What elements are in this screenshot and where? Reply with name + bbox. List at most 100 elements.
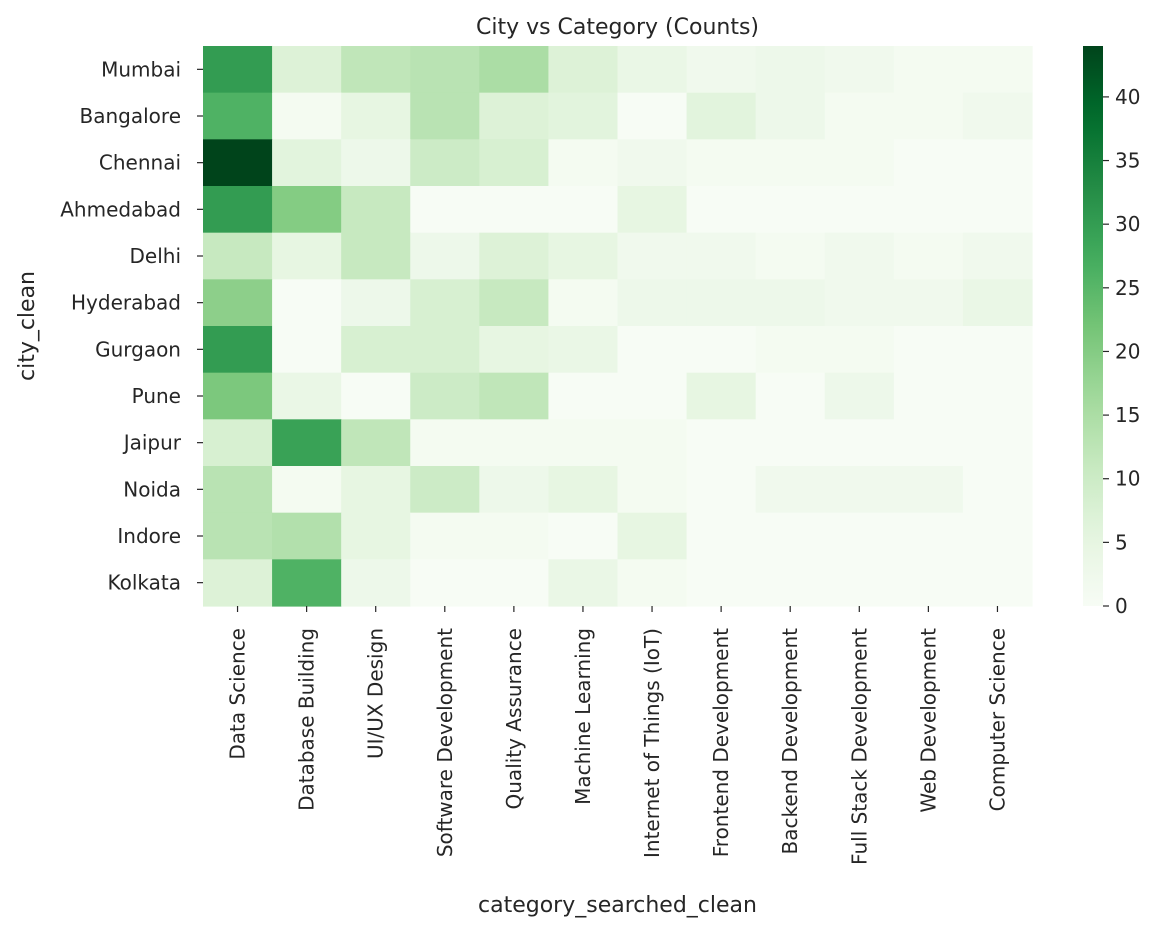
heatmap-cell <box>824 326 895 374</box>
heatmap-cell <box>755 139 826 187</box>
column-label: Quality Assurance <box>502 628 526 809</box>
heatmap-cell <box>548 139 619 187</box>
row-label: Noida <box>123 477 181 501</box>
heatmap-cell <box>203 139 273 187</box>
heatmap-cell <box>962 372 1033 420</box>
heatmap-cell <box>755 279 826 327</box>
heatmap-cell <box>410 232 480 280</box>
row-label: Indore <box>117 524 181 548</box>
heatmap-cell <box>893 466 964 514</box>
colorbar-tick-label: 30 <box>1115 212 1140 236</box>
heatmap-cell <box>548 326 619 374</box>
heatmap-cell <box>824 46 895 94</box>
column-label: Backend Development <box>778 628 802 855</box>
heatmap-cell <box>617 279 688 327</box>
colorbar-tick-label: 0 <box>1115 594 1128 618</box>
heatmap-cell <box>824 559 895 607</box>
heatmap-cell <box>962 512 1033 560</box>
heatmap-cell <box>617 92 688 140</box>
heatmap-cell <box>824 186 895 234</box>
heatmap-cell <box>686 232 757 280</box>
heatmap-cell <box>755 466 826 514</box>
heatmap-cell <box>962 326 1033 374</box>
heatmap-cell <box>272 419 342 467</box>
heatmap-cell <box>410 186 480 234</box>
heatmap-cell <box>272 232 342 280</box>
heatmap-cell <box>617 559 688 607</box>
row-label: Bangalore <box>80 104 181 128</box>
heatmap-cell <box>962 46 1033 94</box>
column-label: Frontend Development <box>709 628 733 857</box>
column-label: Data Science <box>226 628 250 760</box>
heatmap-cell <box>410 139 480 187</box>
heatmap-cell <box>341 419 411 467</box>
heatmap-cell <box>272 92 342 140</box>
heatmap-cell <box>962 139 1033 187</box>
colorbar-tick-label: 5 <box>1115 530 1128 554</box>
heatmap-cell <box>617 512 688 560</box>
heatmap-cell <box>617 419 688 467</box>
heatmap-cell <box>203 186 273 234</box>
heatmap-cell <box>617 186 688 234</box>
heatmap-cell <box>686 139 757 187</box>
heatmap-cell <box>686 326 757 374</box>
heatmap-cell <box>893 419 964 467</box>
heatmap-cell <box>893 559 964 607</box>
colorbar-tick-label: 10 <box>1115 467 1140 491</box>
heatmap-cell <box>479 466 550 514</box>
colorbar-tick-label: 35 <box>1115 149 1140 173</box>
heatmap-cell <box>548 232 619 280</box>
heatmap-cell <box>686 279 757 327</box>
heatmap-cell <box>341 139 411 187</box>
heatmap-cell <box>962 186 1033 234</box>
heatmap-cell <box>824 279 895 327</box>
heatmap-cell <box>893 232 964 280</box>
heatmap-cell <box>203 419 273 467</box>
row-label: Gurgaon <box>95 337 181 361</box>
heatmap-cell <box>341 232 411 280</box>
heatmap-grid <box>203 46 1033 607</box>
heatmap-cell <box>617 46 688 94</box>
heatmap-cell <box>203 232 273 280</box>
heatmap-cell <box>755 419 826 467</box>
heatmap-cell <box>479 232 550 280</box>
heatmap-cell <box>203 279 273 327</box>
heatmap-cell <box>893 372 964 420</box>
heatmap-cell <box>272 139 342 187</box>
heatmap-cell <box>203 372 273 420</box>
heatmap-cell <box>824 512 895 560</box>
heatmap-cell <box>203 559 273 607</box>
heatmap-cell <box>479 372 550 420</box>
heatmap-cell <box>755 372 826 420</box>
heatmap-cell <box>962 559 1033 607</box>
heatmap-cell <box>341 186 411 234</box>
column-label: Software Development <box>433 628 457 857</box>
heatmap-cell <box>755 46 826 94</box>
row-label: Ahmedabad <box>60 197 181 221</box>
heatmap-cell <box>617 466 688 514</box>
heatmap-cell <box>341 279 411 327</box>
heatmap-cell <box>479 186 550 234</box>
heatmap-cell <box>893 279 964 327</box>
heatmap-cell <box>272 512 342 560</box>
heatmap-cell <box>341 372 411 420</box>
heatmap-cell <box>272 46 342 94</box>
heatmap-cell <box>479 139 550 187</box>
heatmap-cell <box>410 419 480 467</box>
heatmap-cell <box>893 512 964 560</box>
heatmap-cell <box>686 466 757 514</box>
heatmap-cell <box>548 46 619 94</box>
heatmap-cell <box>203 46 273 94</box>
heatmap-cell <box>893 92 964 140</box>
heatmap-cell <box>272 466 342 514</box>
heatmap-cell <box>272 326 342 374</box>
heatmap-cell <box>686 372 757 420</box>
heatmap-cell <box>341 326 411 374</box>
heatmap-cell <box>893 326 964 374</box>
heatmap-cell <box>548 466 619 514</box>
heatmap-cell <box>272 559 342 607</box>
heatmap-cell <box>755 326 826 374</box>
heatmap-cell <box>893 46 964 94</box>
colorbar-tick-label: 15 <box>1115 403 1140 427</box>
heatmap-cell <box>341 92 411 140</box>
